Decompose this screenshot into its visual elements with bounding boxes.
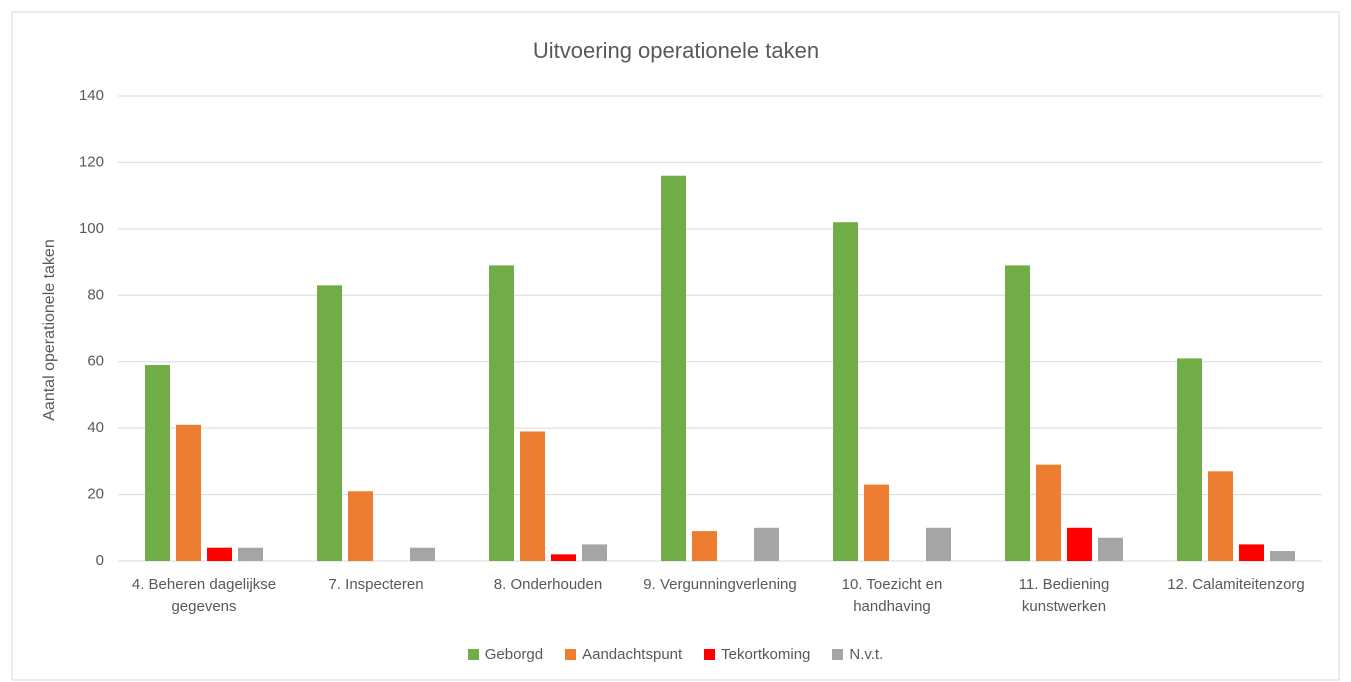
- bar: [348, 491, 373, 561]
- x-tick-label: 10. Toezicht en handhaving: [841, 576, 943, 615]
- x-tick-label: 7. Inspecteren: [328, 576, 424, 593]
- y-tick-label: 40: [87, 419, 104, 436]
- legend-item: Aandachtspunt: [565, 646, 682, 663]
- bar: [317, 285, 342, 561]
- legend-item: Tekortkoming: [704, 646, 810, 663]
- y-tick-label: 80: [87, 286, 104, 303]
- legend-label: Aandachtspunt: [582, 646, 683, 663]
- y-tick-label: 140: [79, 87, 104, 104]
- bar: [1067, 527, 1092, 561]
- x-tick-label: 11. Bediening kunstwerken: [1018, 576, 1110, 615]
- legend-swatch: [565, 649, 577, 660]
- chart-title: Uitvoering operationele taken: [533, 38, 819, 63]
- bar: [207, 547, 232, 561]
- bar: [145, 365, 170, 561]
- x-tick-label: 12. Calamiteitenzorg: [1167, 576, 1305, 593]
- bar: [1239, 544, 1264, 561]
- bar: [1208, 471, 1233, 561]
- bar: [1098, 537, 1123, 561]
- bar: [551, 554, 576, 561]
- bar: [582, 544, 607, 561]
- legend-swatch: [704, 649, 716, 660]
- y-axis-label: Aantal operationele taken: [41, 239, 58, 420]
- legend-label: N.v.t.: [849, 646, 884, 663]
- bar: [864, 484, 889, 561]
- bar: [410, 547, 435, 561]
- bar: [489, 265, 514, 561]
- bar: [520, 431, 545, 561]
- bar: [661, 175, 686, 561]
- legend-swatch: [832, 649, 844, 660]
- bar: [833, 222, 858, 561]
- bar: [692, 531, 717, 561]
- x-tick-label: 8. Onderhouden: [493, 576, 603, 593]
- y-tick-label: 20: [87, 486, 104, 503]
- legend-swatch: [467, 649, 479, 660]
- bar: [1005, 265, 1030, 561]
- legend-label: Geborgd: [484, 646, 544, 663]
- legend-item: N.v.t.: [832, 646, 883, 663]
- bar: [176, 424, 201, 561]
- bar: [926, 527, 951, 561]
- x-tick-label: 9. Vergunningverlening: [643, 576, 797, 593]
- y-tick-label: 60: [87, 353, 104, 370]
- legend-item: Geborgd: [467, 646, 544, 663]
- y-tick-label: 0: [96, 552, 104, 569]
- y-tick-label: 120: [79, 153, 104, 170]
- bar: [1270, 551, 1295, 561]
- x-tick-label: 4. Beheren dagelijkse gegevens: [131, 576, 277, 615]
- legend: Geborgd Aandachtspunt Tekortkoming N.v.t.: [0, 646, 1351, 663]
- legend-label: Tekortkoming: [721, 646, 811, 663]
- y-tick-label: 100: [79, 220, 104, 237]
- bar: [1036, 464, 1061, 561]
- bar: [1177, 358, 1202, 561]
- bar: [238, 547, 263, 561]
- bar: [754, 527, 779, 561]
